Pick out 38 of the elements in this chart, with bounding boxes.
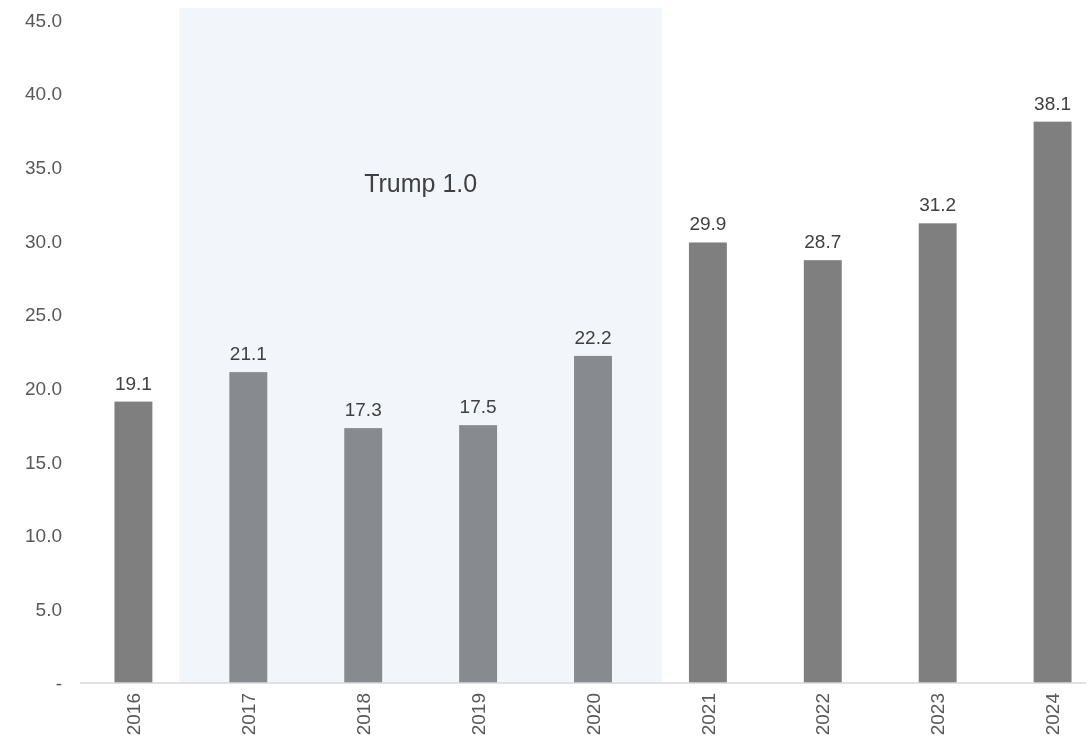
data-label: 21.1 xyxy=(229,343,267,365)
bar xyxy=(688,242,727,683)
y-tick-label: 40.0 xyxy=(25,83,62,105)
data-label: 17.3 xyxy=(344,399,382,421)
x-tick-label: 2022 xyxy=(812,693,834,736)
x-tick-label: 2023 xyxy=(927,693,949,736)
bar xyxy=(229,372,268,683)
data-label: 29.9 xyxy=(689,213,727,235)
y-tick-label: - xyxy=(55,672,62,694)
x-tick-label: 2019 xyxy=(467,693,489,736)
y-tick-label: 10.0 xyxy=(25,525,62,547)
y-tick-label: 30.0 xyxy=(25,230,62,252)
y-tick-label: 25.0 xyxy=(25,304,62,326)
y-tick-label: 20.0 xyxy=(25,377,62,399)
data-label: 38.1 xyxy=(1034,92,1072,114)
data-label: 28.7 xyxy=(804,231,842,253)
data-label: 17.5 xyxy=(459,396,497,418)
data-label: 19.1 xyxy=(114,372,152,394)
y-tick-label: 35.0 xyxy=(25,156,62,178)
bar xyxy=(114,401,153,683)
data-label: 31.2 xyxy=(919,194,957,216)
band-label: Trump 1.0 xyxy=(364,169,478,198)
x-tick-label: 2018 xyxy=(352,693,374,736)
x-tick-label: 2016 xyxy=(123,693,145,736)
x-tick-label: 2024 xyxy=(1042,692,1064,736)
bar xyxy=(803,260,842,683)
bar xyxy=(1033,121,1072,683)
y-tick-label: 45.0 xyxy=(25,9,62,31)
x-tick-label: 2020 xyxy=(582,693,604,736)
bar xyxy=(574,355,612,683)
bar xyxy=(344,428,383,683)
x-tick-label: 2021 xyxy=(697,693,719,736)
y-tick-label: 15.0 xyxy=(25,451,62,473)
x-tick-label: 2017 xyxy=(237,693,259,736)
data-label: 22.2 xyxy=(574,326,612,348)
bar xyxy=(918,223,957,683)
y-tick-label: 5.0 xyxy=(35,598,62,620)
bar xyxy=(459,425,498,683)
